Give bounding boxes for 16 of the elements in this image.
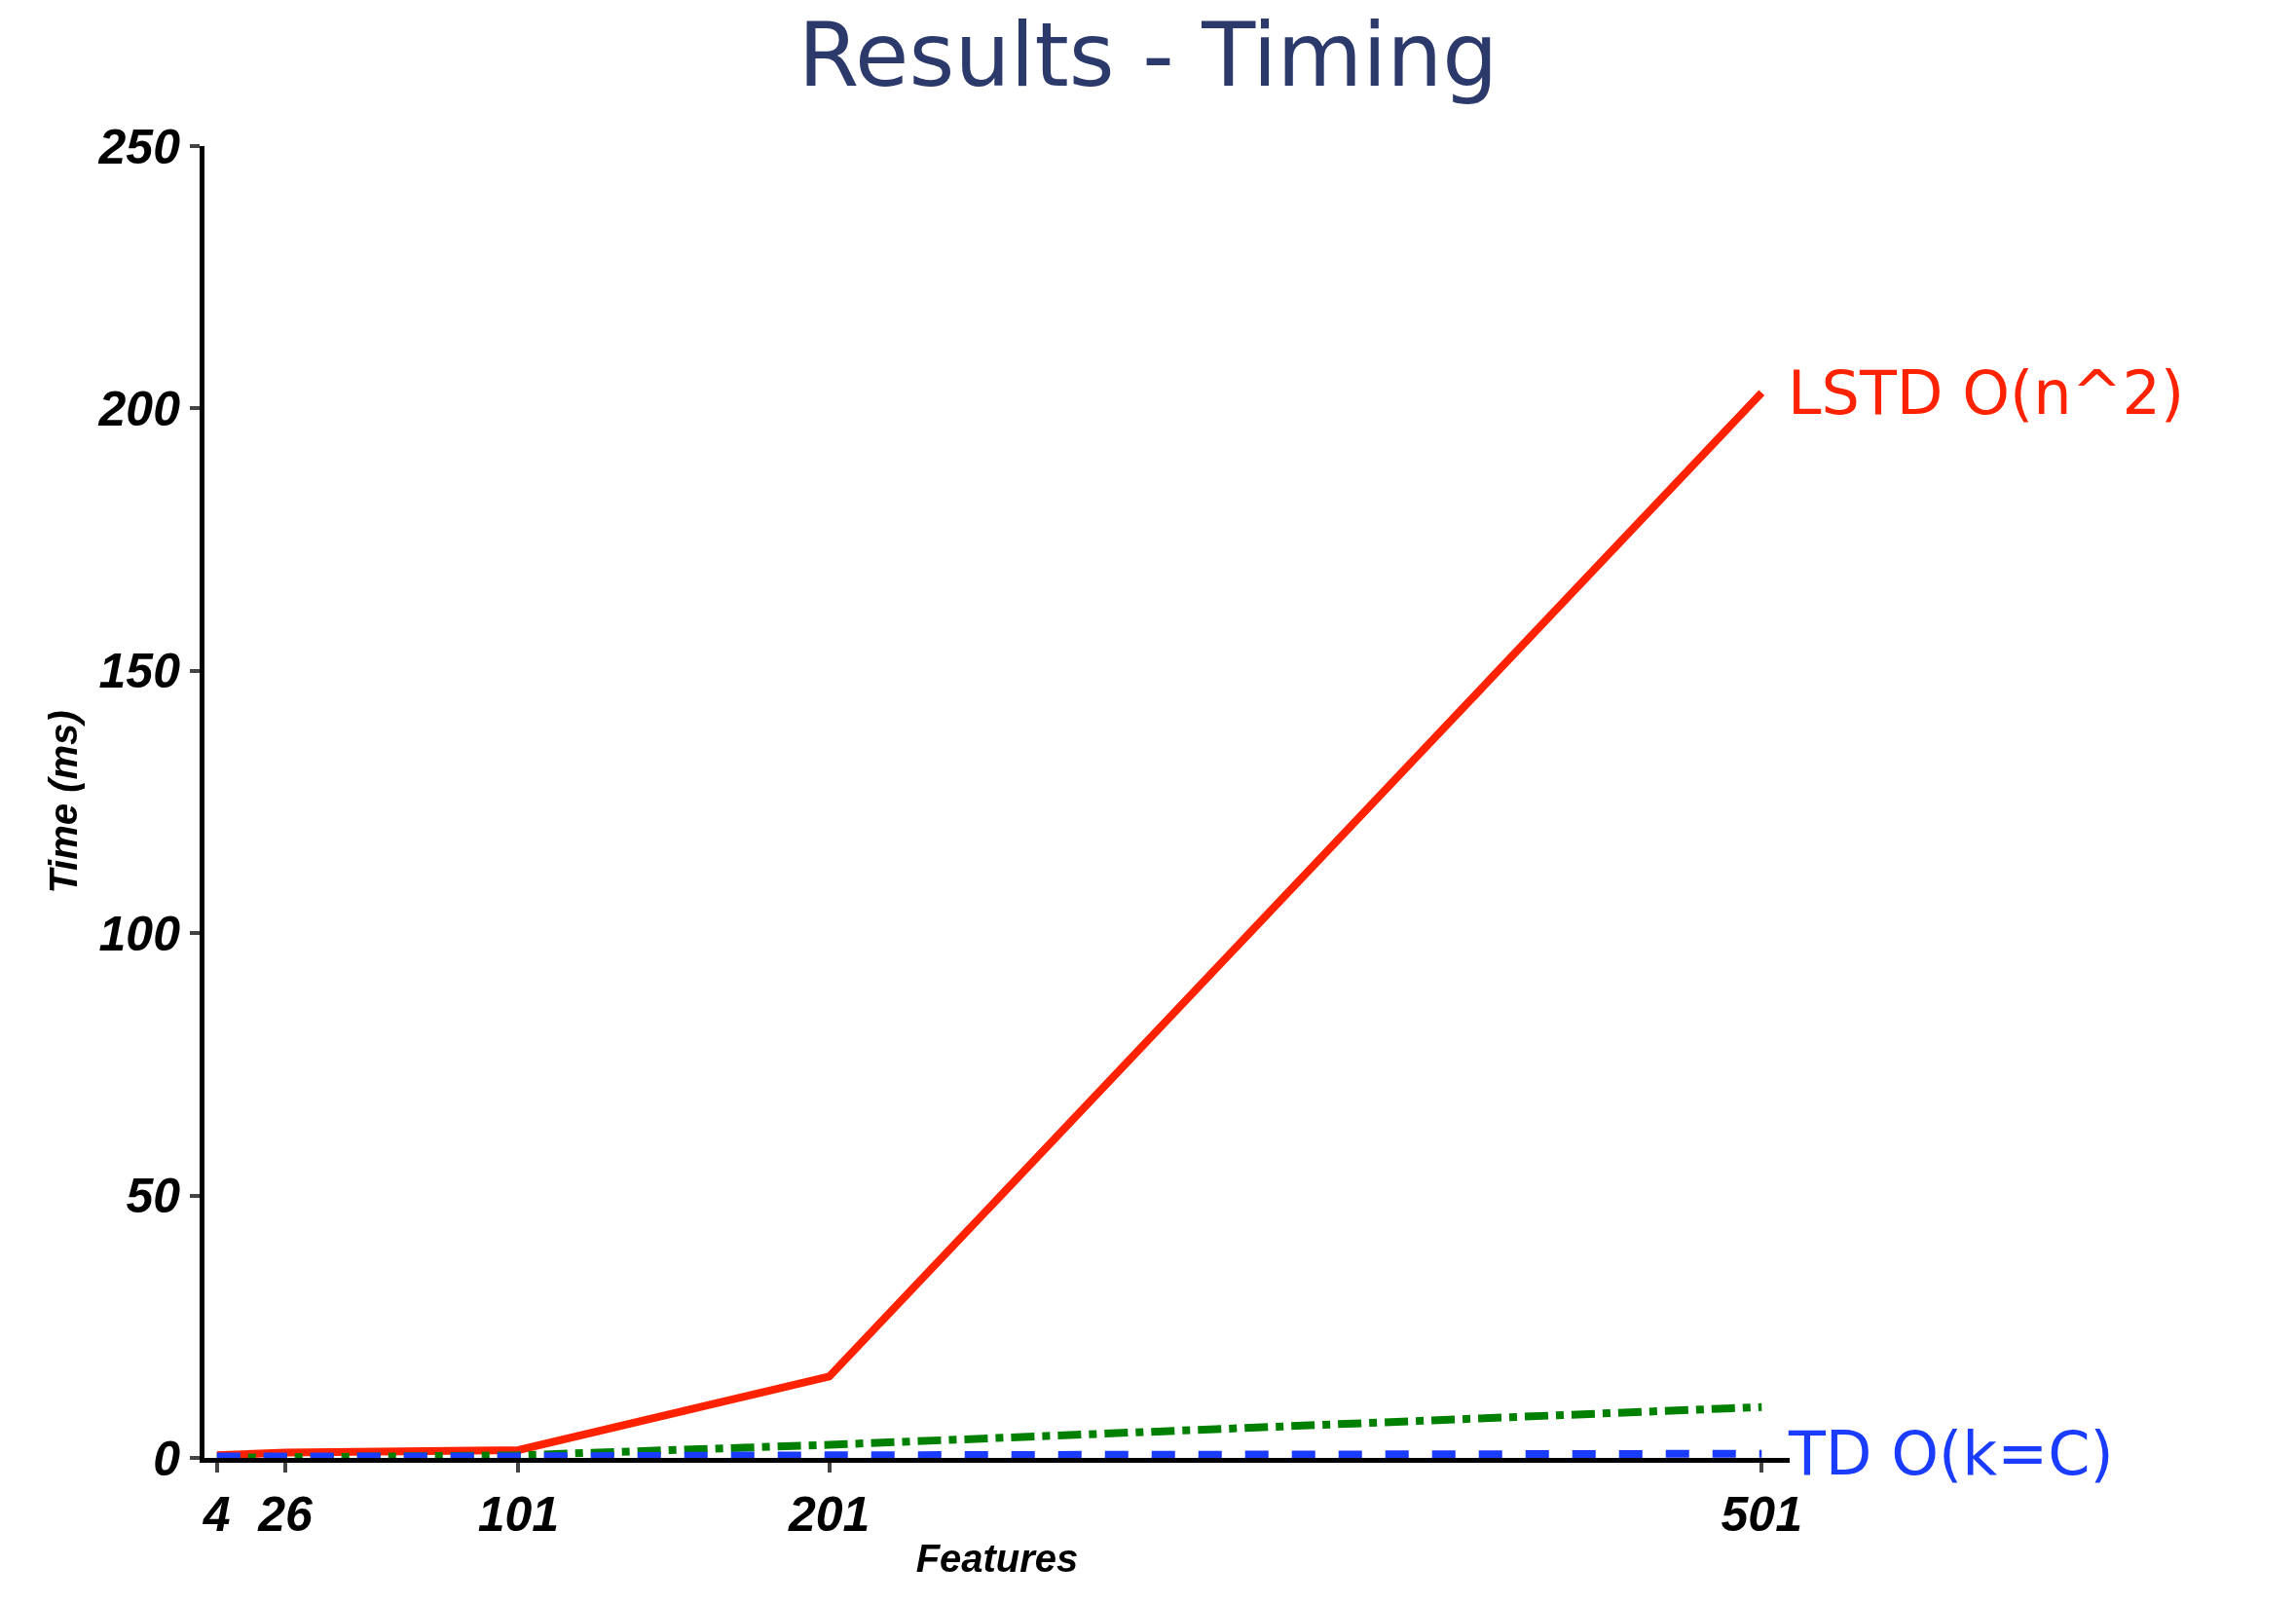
series-label: TD O(k=C) <box>1788 1418 2114 1489</box>
x-axis-title: Features <box>915 1536 1079 1580</box>
x-tick-label: 201 <box>787 1487 870 1542</box>
series-label: LSTD O(n^2) <box>1788 357 2185 429</box>
y-axis-title: Time (ms) <box>42 710 86 894</box>
x-tick-label: 4 <box>202 1487 231 1542</box>
x-tick-label: 26 <box>257 1487 314 1542</box>
y-tick-label: 150 <box>98 644 181 699</box>
y-tick-label: 100 <box>98 906 181 961</box>
y-tick-label: 250 <box>97 119 181 174</box>
y-tick-label: 0 <box>153 1431 181 1486</box>
x-tick-label: 501 <box>1721 1487 1802 1542</box>
x-tick-label: 101 <box>477 1487 560 1542</box>
y-tick-label: 50 <box>126 1169 181 1224</box>
chart-title: Results - Timing <box>797 3 1499 106</box>
y-tick-label: 200 <box>97 381 181 436</box>
